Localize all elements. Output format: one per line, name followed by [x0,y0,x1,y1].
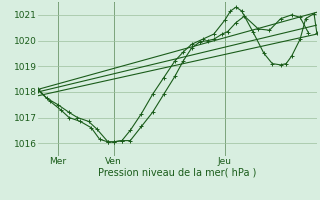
X-axis label: Pression niveau de la mer( hPa ): Pression niveau de la mer( hPa ) [99,168,257,178]
